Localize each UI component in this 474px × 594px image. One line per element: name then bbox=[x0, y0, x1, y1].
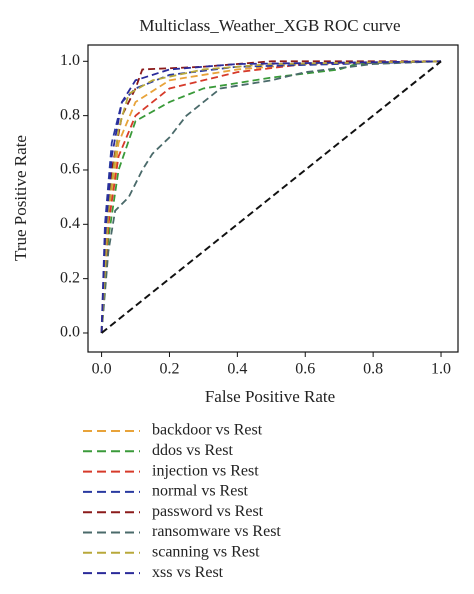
x-tick-label: 0.2 bbox=[159, 361, 179, 378]
x-tick-label: 0.0 bbox=[92, 361, 112, 378]
y-tick-label: 0.0 bbox=[60, 324, 80, 341]
legend-label: scanning vs Rest bbox=[152, 543, 260, 560]
y-tick-label: 0.2 bbox=[60, 269, 80, 286]
y-tick-label: 1.0 bbox=[60, 52, 80, 69]
legend-label: xss vs Rest bbox=[152, 564, 224, 581]
legend-label: injection vs Rest bbox=[152, 462, 259, 479]
legend-label: ransomware vs Rest bbox=[152, 523, 281, 540]
x-tick-label: 1.0 bbox=[431, 361, 451, 378]
y-tick-label: 0.6 bbox=[60, 161, 80, 178]
roc-line bbox=[100, 60, 442, 334]
x-tick-label: 0.6 bbox=[295, 361, 315, 378]
x-axis-label: False Positive Rate bbox=[205, 387, 335, 406]
y-tick-label: 0.4 bbox=[60, 215, 80, 232]
roc-line bbox=[100, 60, 442, 334]
x-tick-label: 0.8 bbox=[363, 361, 383, 378]
y-tick-label: 0.8 bbox=[60, 106, 80, 123]
legend-label: ddos vs Rest bbox=[152, 442, 233, 459]
x-tick-label: 0.4 bbox=[227, 361, 247, 378]
roc-line bbox=[100, 60, 442, 334]
y-axis-label: True Positive Rate bbox=[11, 135, 30, 261]
reference-line bbox=[100, 60, 442, 334]
legend-label: password vs Rest bbox=[152, 503, 264, 520]
legend-label: normal vs Rest bbox=[152, 483, 249, 500]
roc-line bbox=[100, 60, 442, 334]
chart-title: Multiclass_Weather_XGB ROC curve bbox=[139, 16, 400, 35]
legend-label: backdoor vs Rest bbox=[152, 422, 263, 439]
plot-frame bbox=[87, 44, 459, 353]
